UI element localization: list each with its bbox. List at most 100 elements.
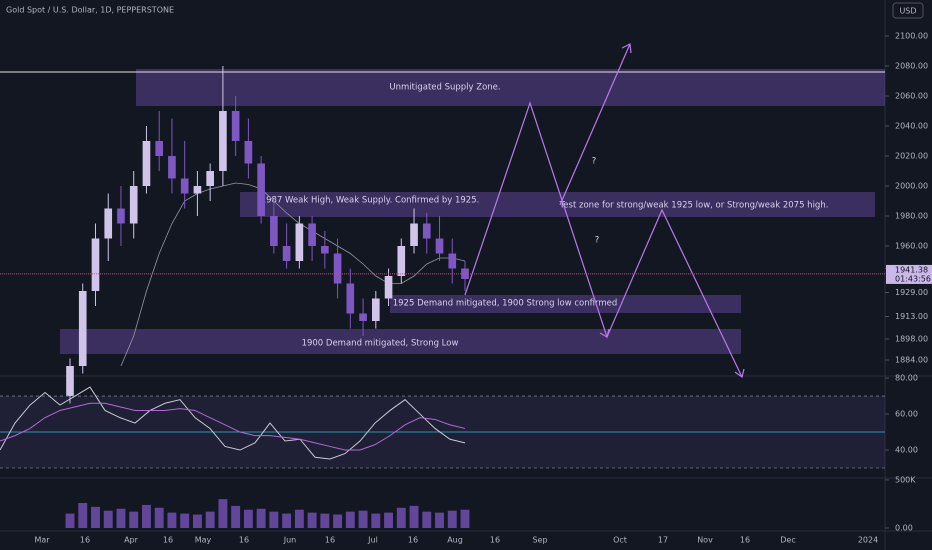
y-tick-label: 1884.00 bbox=[895, 356, 928, 365]
currency: USD bbox=[899, 7, 916, 16]
y-tick-label: 2080.00 bbox=[895, 62, 928, 71]
candle-body bbox=[129, 186, 138, 224]
volume-bar bbox=[460, 509, 470, 528]
countdown: 01:43:56 bbox=[895, 274, 931, 283]
volume-bar bbox=[256, 508, 266, 528]
volume-bar bbox=[218, 499, 228, 528]
volume-bar bbox=[422, 511, 432, 528]
candle-body bbox=[359, 313, 367, 321]
volume-bar bbox=[243, 509, 253, 528]
candle-body bbox=[168, 156, 176, 179]
volume-bar bbox=[345, 511, 355, 528]
candle-body bbox=[142, 141, 151, 186]
y-tick-label: 1929.00 bbox=[895, 288, 928, 297]
last-price-label: 1941.38 bbox=[895, 265, 928, 274]
volume-bar bbox=[116, 508, 126, 528]
x-tick-label: 16 bbox=[325, 536, 335, 545]
candle-body bbox=[117, 208, 125, 224]
y-tick-label: 40.00 bbox=[895, 446, 918, 455]
candle-body bbox=[435, 238, 444, 254]
currency-box bbox=[892, 2, 924, 19]
last-price-tag bbox=[886, 264, 932, 284]
x-tick-label: 16 bbox=[163, 536, 173, 545]
candle-body bbox=[244, 141, 253, 164]
volume-bar bbox=[294, 509, 304, 528]
y-tick-label: 1898.00 bbox=[895, 335, 928, 344]
volume-bar bbox=[231, 505, 241, 528]
y-tick-label: 1913.00 bbox=[895, 312, 928, 321]
volume-bar bbox=[65, 513, 75, 528]
volume-bar bbox=[129, 511, 139, 528]
candle-body bbox=[410, 223, 418, 246]
y-tick-label: 500K bbox=[895, 475, 916, 484]
volume-bar bbox=[409, 505, 419, 528]
volume-bar bbox=[371, 513, 381, 528]
y-tick-label: 1960.00 bbox=[895, 242, 928, 251]
volume-bar bbox=[91, 506, 100, 528]
volume-bar bbox=[282, 513, 292, 528]
candle-body bbox=[295, 223, 304, 261]
candle-body bbox=[422, 223, 431, 239]
candle-body bbox=[104, 208, 113, 239]
annotation: Test zone for strong/weak 1925 low, or S… bbox=[559, 201, 829, 211]
y-tick-label: 2040.00 bbox=[895, 122, 928, 131]
x-tick-label: Oct bbox=[613, 536, 627, 545]
volume-bar bbox=[358, 510, 368, 528]
x-tick-label: Jun bbox=[283, 536, 297, 545]
candle-body bbox=[448, 253, 457, 269]
candle-body bbox=[91, 238, 100, 291]
volume-bar bbox=[103, 510, 113, 528]
arrow-head bbox=[734, 368, 745, 379]
x-tick-label: 16 bbox=[239, 536, 249, 545]
x-tick-label: 16 bbox=[408, 536, 418, 545]
x-tick-label: Apr bbox=[124, 536, 139, 545]
volume-bar bbox=[320, 513, 330, 528]
annotation: ? bbox=[595, 236, 600, 246]
annotation: 1987 Weak High, Weak Supply. Confirmed b… bbox=[261, 196, 480, 206]
candle-body bbox=[231, 111, 240, 141]
arrow-head bbox=[621, 43, 632, 54]
volume-bar bbox=[205, 511, 215, 528]
candle-body bbox=[219, 111, 227, 171]
projection-path bbox=[559, 43, 631, 206]
x-tick-label: Mar bbox=[34, 536, 50, 545]
candle-body bbox=[397, 246, 406, 276]
x-tick-label: Sep bbox=[532, 536, 547, 545]
candle-body bbox=[346, 283, 355, 314]
volume-bar bbox=[435, 512, 444, 528]
x-tick-label: Aug bbox=[447, 536, 463, 545]
demand-zone bbox=[390, 295, 741, 313]
volume-bar bbox=[167, 512, 177, 528]
candle-body bbox=[155, 141, 164, 156]
x-tick-label: 16 bbox=[740, 536, 750, 545]
candle-body bbox=[371, 298, 380, 321]
candle-body bbox=[206, 171, 214, 186]
x-tick-label: Nov bbox=[697, 536, 713, 545]
x-tick-label: Jul bbox=[367, 536, 378, 545]
x-tick-label: 16 bbox=[80, 536, 90, 545]
candle-body bbox=[321, 246, 329, 254]
candle-body bbox=[66, 366, 74, 396]
volume-bar bbox=[269, 511, 279, 528]
oscillator-line bbox=[0, 386, 466, 460]
candle-body bbox=[384, 276, 393, 299]
strong-low-zone bbox=[60, 329, 741, 354]
y-tick-label: 2060.00 bbox=[895, 92, 928, 101]
candle-body bbox=[78, 291, 87, 366]
volume-bar bbox=[307, 512, 317, 528]
annotation: ? bbox=[592, 157, 597, 167]
volume-bar bbox=[192, 514, 202, 528]
candle-body bbox=[193, 186, 202, 194]
x-tick-label: 2024 bbox=[858, 536, 878, 545]
candle-body bbox=[282, 246, 291, 261]
y-tick-label: 2020.00 bbox=[895, 152, 928, 161]
x-tick-label: Dec bbox=[780, 536, 795, 545]
y-tick-label: 2100.00 bbox=[895, 32, 928, 41]
x-tick-label: 17 bbox=[658, 536, 668, 545]
volume-bar bbox=[384, 512, 394, 528]
y-tick-label: 0.00 bbox=[895, 524, 913, 533]
moving-average bbox=[120, 182, 466, 367]
volume-bar bbox=[447, 510, 457, 528]
volume-bar bbox=[78, 503, 88, 528]
